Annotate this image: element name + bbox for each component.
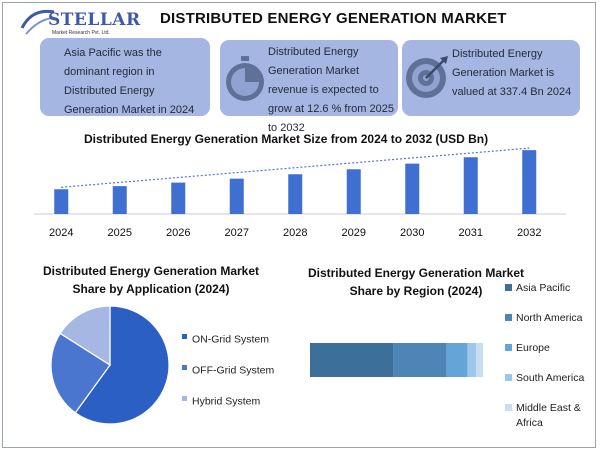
x-tick-2030: 2030 <box>400 227 424 239</box>
bar-2029 <box>346 169 361 214</box>
page-title: DISTRIBUTED ENERGY GENERATION MARKET <box>160 10 507 27</box>
target-icon <box>406 56 448 98</box>
pie-legend-label: OFF-Grid System <box>192 364 275 376</box>
application-pie-chart: ON-Grid System OFF-Grid System Hybrid Syst… <box>50 305 275 425</box>
x-tick-2029: 2029 <box>342 227 366 239</box>
x-tick-2028: 2028 <box>283 227 307 239</box>
bar-2026 <box>171 182 186 214</box>
region-legend-label: Middle East & <box>516 402 581 414</box>
growth-text: Distributed Energy Generation Market rev… <box>268 46 394 134</box>
region-stacked-bar-chart: Asia Pacific North America Europe South Ame… <box>310 282 584 429</box>
bar-2028 <box>288 174 303 214</box>
x-tick-2032: 2032 <box>517 227 541 239</box>
pie-legend-marker <box>182 365 187 370</box>
stellar-logo: STELLAR Market Research Pvt. Ltd. <box>18 6 141 40</box>
region-legend-label: North America <box>516 312 583 324</box>
pie-slice-hybrid-system <box>59 305 111 367</box>
bar-2030 <box>405 163 420 214</box>
region-legend-marker <box>505 404 512 411</box>
region-chart-title: Distributed Energy Generation Market Sha… <box>307 266 525 298</box>
bar-chart-title: Distributed Energy Generation Market Siz… <box>84 132 489 146</box>
dominant-region-text: Asia Pacific was the dominant region in … <box>64 47 195 116</box>
pie-chart-title: Distributed Energy Generation Market Sha… <box>42 264 260 296</box>
bar-2032 <box>522 150 537 214</box>
region-legend-label: Europe <box>516 342 550 354</box>
market-size-bar-chart: 2024 2025 2026 2027 2028 2029 2030 2031 2032 <box>34 147 566 239</box>
valuation-card: Distributed Energy Generation Market is … <box>402 40 580 116</box>
stellar-swoosh-icon <box>20 9 55 35</box>
x-tick-2031: 2031 <box>459 227 483 239</box>
valuation-text: Distributed Energy Generation Market is … <box>452 48 572 98</box>
bar-2024 <box>54 189 69 214</box>
bar-2031 <box>463 157 478 214</box>
logo-subtext: Market Research Pvt. Ltd. <box>52 30 110 36</box>
region-legend-marker <box>505 344 512 351</box>
region-legend-label-cont: Africa <box>516 417 543 429</box>
region-segment-asia-pacific <box>310 343 394 377</box>
region-segment-europe <box>446 343 468 377</box>
x-tick-2027: 2027 <box>225 227 249 239</box>
growth-card: Distributed Energy Generation Market rev… <box>220 40 398 134</box>
x-tick-2024: 2024 <box>49 227 73 239</box>
region-legend-label: Asia Pacific <box>516 282 570 294</box>
pie-legend-marker <box>182 396 187 401</box>
region-legend-marker <box>505 314 512 321</box>
x-tick-2026: 2026 <box>166 227 190 239</box>
region-segment-north-america <box>393 343 447 377</box>
dominant-region-card: Asia Pacific was the dominant region in … <box>40 38 210 116</box>
bar-2025 <box>112 186 127 214</box>
pie-slice-off-grid-system <box>50 332 111 414</box>
region-segment-south-america <box>467 343 477 377</box>
infographic-frame <box>2 2 596 448</box>
region-segment-middle-east-africa <box>476 343 483 377</box>
stopwatch-icon <box>226 56 264 101</box>
logo-text: STELLAR <box>48 10 141 30</box>
bar-2027 <box>229 178 244 214</box>
region-legend-label: South America <box>516 372 584 384</box>
pie-legend-label: Hybrid System <box>192 395 261 407</box>
pie-legend-label: ON-Grid System <box>192 333 269 345</box>
pie-slice-on-grid-system <box>74 305 170 425</box>
x-tick-2025: 2025 <box>108 227 132 239</box>
region-legend-marker <box>505 284 512 291</box>
region-legend-marker <box>505 374 512 381</box>
pie-legend-marker <box>182 334 187 339</box>
